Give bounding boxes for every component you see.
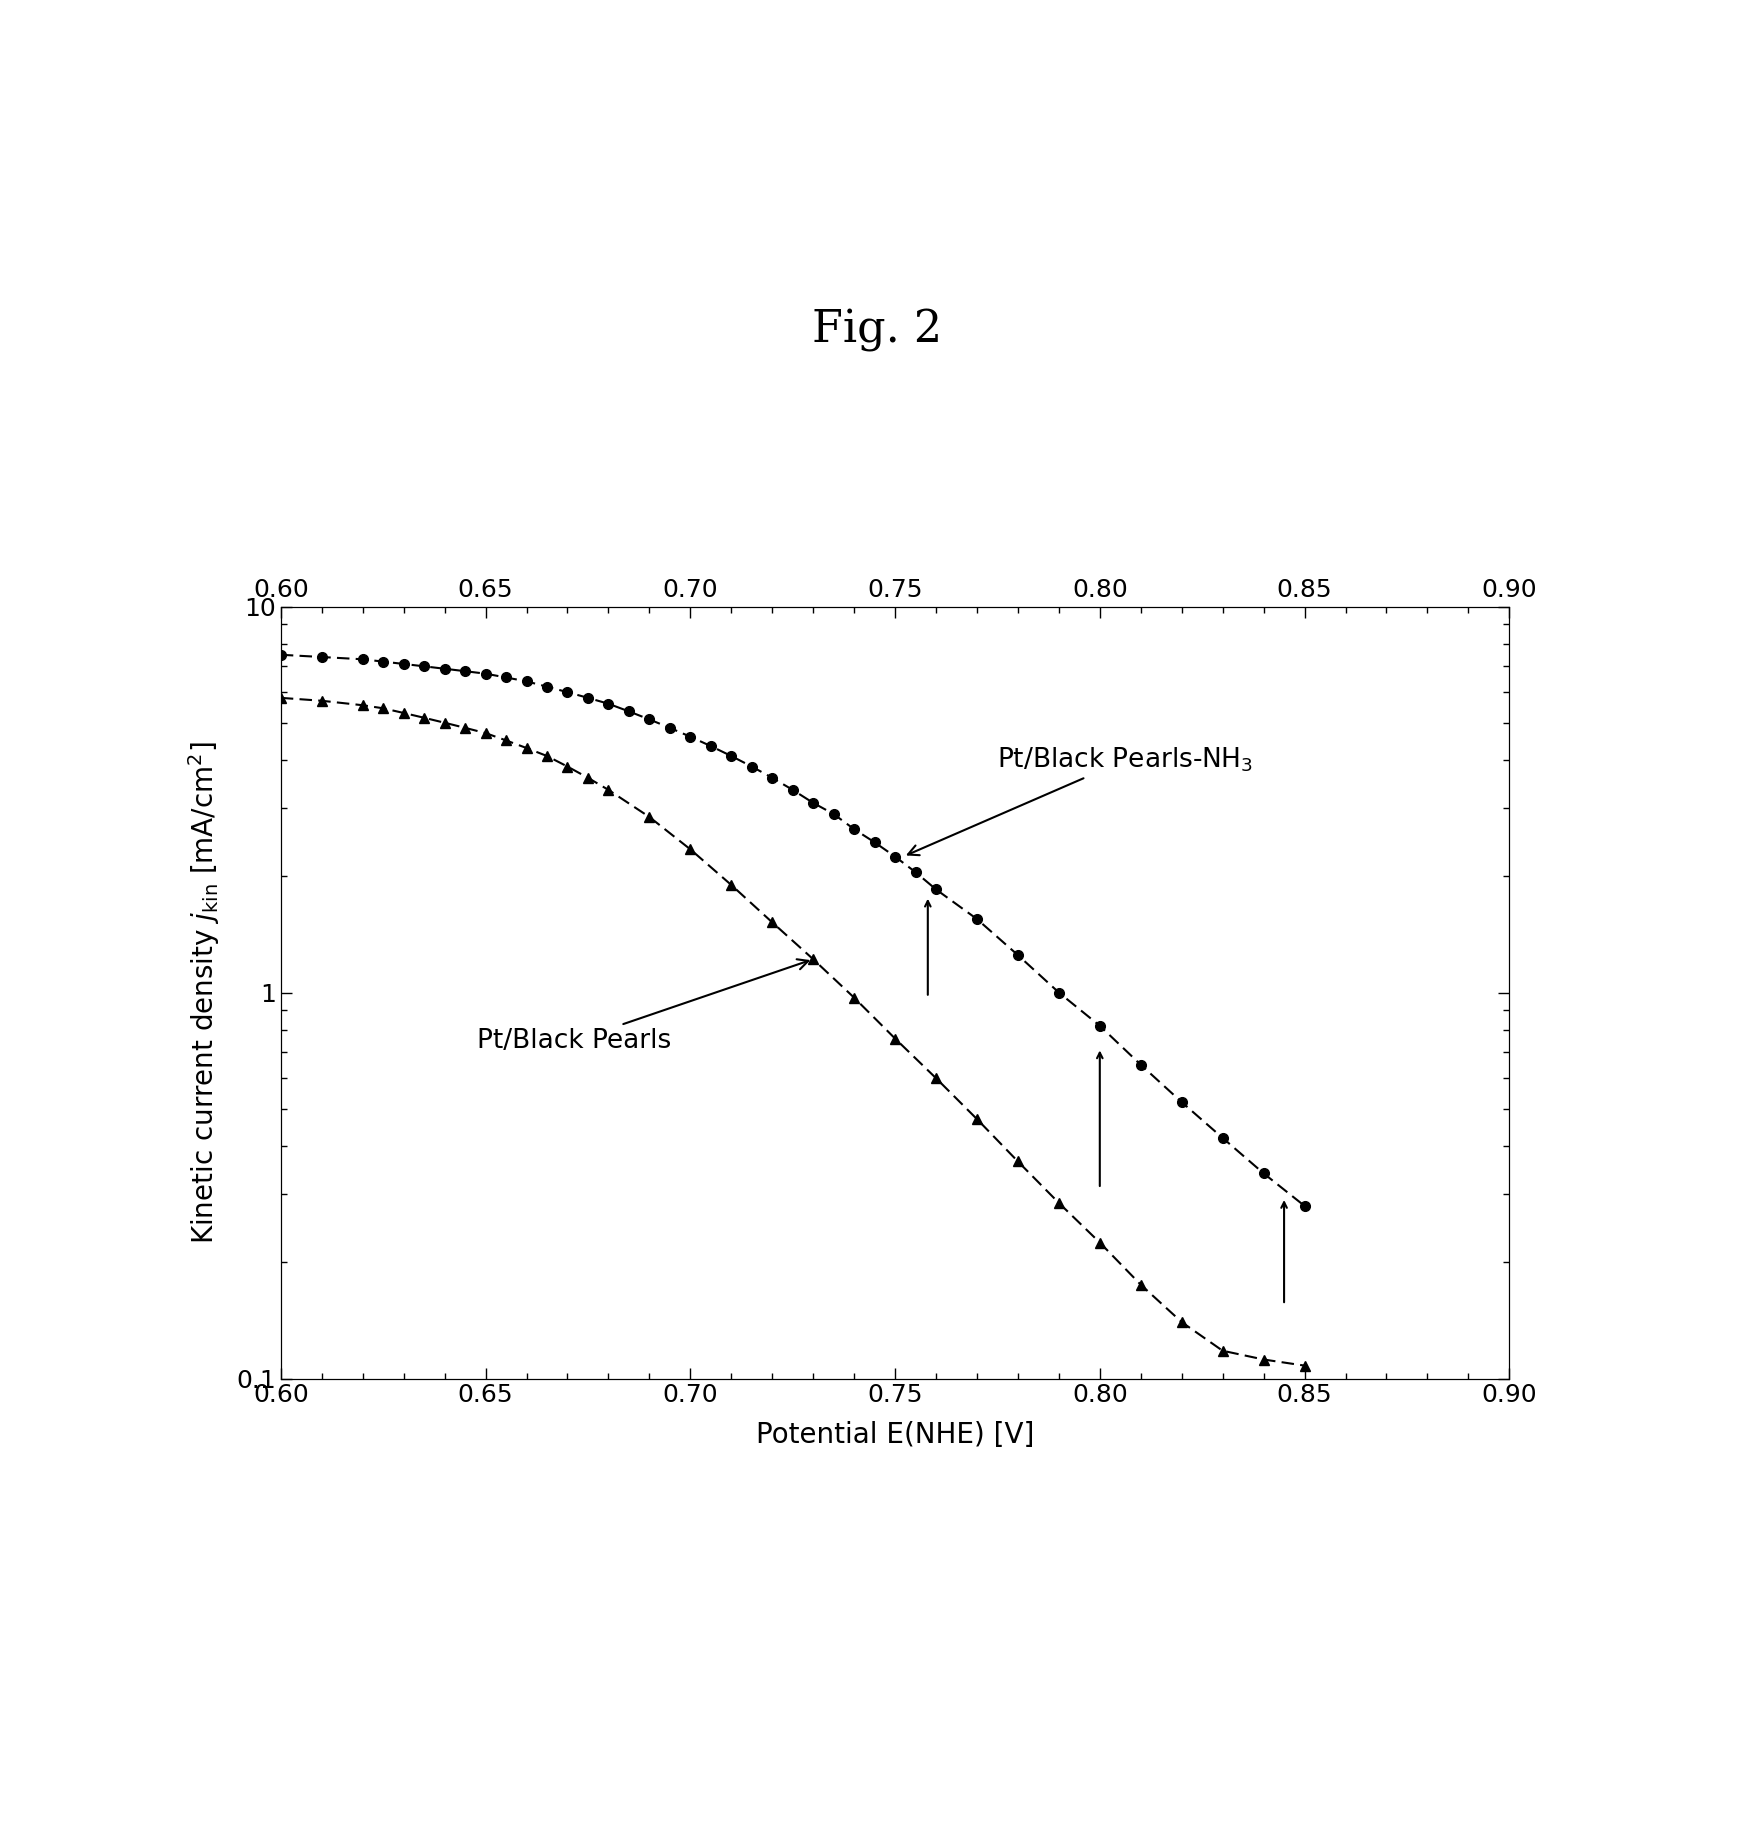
Text: Pt/Black Pearls-NH$_3$: Pt/Black Pearls-NH$_3$	[907, 746, 1253, 855]
X-axis label: Potential E(NHE) [V]: Potential E(NHE) [V]	[756, 1421, 1034, 1448]
Y-axis label: Kinetic current density $j_{\mathregular{kin}}$ [mA/cm$^2$]: Kinetic current density $j_{\mathregular…	[186, 741, 223, 1244]
Text: Pt/Black Pearls: Pt/Black Pearls	[477, 959, 809, 1053]
Text: Fig. 2: Fig. 2	[813, 309, 942, 353]
